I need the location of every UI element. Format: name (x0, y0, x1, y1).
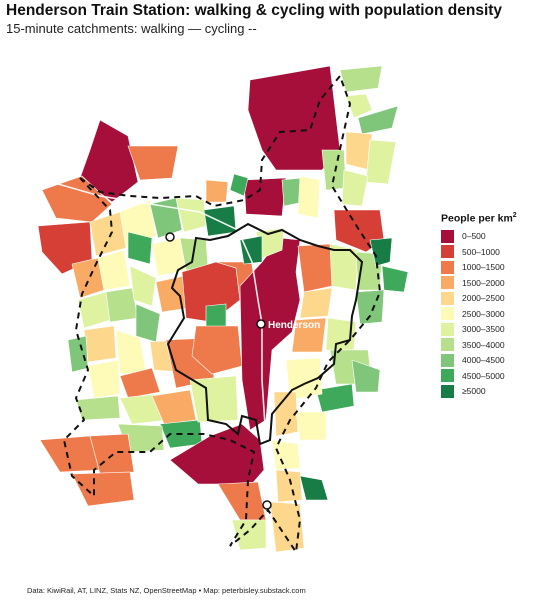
legend-rows: 0–500 500–1000 1000–1500 1500–2000 2000–2500… (441, 229, 531, 400)
legend-swatch (441, 353, 454, 367)
area-unit (41, 175, 113, 223)
legend-item: 2000–2500 (441, 291, 531, 307)
area-unit (87, 359, 121, 399)
area-unit (275, 469, 303, 503)
railway-line (29, 175, 271, 561)
area-unit (75, 395, 121, 421)
area-unit (345, 93, 373, 119)
area-unit (365, 139, 397, 185)
map-subtitle: 15-minute catchments: walking — cycling … (6, 21, 257, 36)
station-marker (165, 232, 175, 242)
legend: People per km2 0–500 500–1000 1000–1500 150… (441, 212, 531, 399)
area-unit (191, 325, 243, 375)
legend-swatch (441, 260, 454, 274)
area-unit (369, 237, 393, 267)
legend-label: 0–500 (462, 231, 486, 242)
legend-label: 3500–4000 (462, 339, 505, 350)
area-unit (129, 265, 157, 307)
map-title: Henderson Train Station: walking & cycli… (6, 2, 503, 19)
area-unit (79, 119, 139, 203)
legend-item: 3500–4000 (441, 337, 531, 353)
legend-title: People per km2 (441, 212, 517, 225)
area-unit (127, 231, 153, 265)
area-unit (229, 173, 249, 197)
area-unit (351, 359, 381, 393)
area-unit (83, 325, 117, 363)
legend-item: 3000–3500 (441, 322, 531, 338)
area-unit (297, 243, 333, 293)
area-unit (321, 149, 347, 191)
area-unit (247, 65, 341, 171)
legend-label: 2500–3000 (462, 308, 505, 319)
area-unit (135, 303, 161, 343)
area-unit (355, 289, 385, 325)
area-unit (299, 287, 333, 319)
area-unit (269, 501, 305, 553)
legend-swatch (441, 322, 454, 336)
legend-item: 0–500 (441, 229, 531, 245)
legend-item: 1000–1500 (441, 260, 531, 276)
area-unit (339, 65, 383, 93)
area-unit (97, 249, 131, 291)
legend-item: 4000–4500 (441, 353, 531, 369)
legend-label: 2000–2500 (462, 293, 505, 304)
area-unit (217, 481, 267, 521)
legend-swatch (441, 338, 454, 352)
area-unit (329, 243, 359, 291)
legend-label: 4000–4500 (462, 355, 505, 366)
legend-item: 500–1000 (441, 244, 531, 260)
walking-catchment (166, 222, 364, 446)
area-unit (71, 471, 135, 507)
area-unit (243, 177, 287, 217)
area-unit (67, 335, 89, 373)
area-unit (297, 175, 321, 219)
area-unit (205, 179, 229, 203)
legend-swatch (441, 291, 454, 305)
legend-label: 1500–2000 (462, 277, 505, 288)
legend-label: 3000–3500 (462, 324, 505, 335)
station-label-henderson: Henderson (268, 320, 320, 331)
legend-item: 1500–2000 (441, 275, 531, 291)
area-unit (291, 317, 327, 353)
area-unit (77, 291, 111, 329)
station-marker-henderson (256, 319, 266, 329)
area-unit (175, 197, 207, 233)
legend-swatch (441, 369, 454, 383)
legend-swatch (441, 245, 454, 259)
area-unit (271, 439, 301, 471)
legend-label: ≥5000 (462, 386, 486, 397)
area-unit (239, 235, 263, 265)
legend-item: 2500–3000 (441, 306, 531, 322)
area-unit (299, 475, 329, 501)
area-unit (151, 389, 197, 425)
station-marker (262, 500, 272, 510)
legend-item: 4500–5000 (441, 368, 531, 384)
legend-label: 500–1000 (462, 246, 500, 257)
legend-item: ≥5000 (441, 384, 531, 400)
legend-swatch (441, 307, 454, 321)
area-unit (357, 105, 399, 135)
legend-swatch (441, 229, 454, 243)
area-unit (119, 367, 161, 399)
area-unit (169, 423, 265, 487)
map-caption: Data: KiwiRail, AT, LINZ, Stats NZ, Open… (27, 586, 306, 595)
area-unit (189, 375, 239, 423)
area-unit (295, 411, 327, 441)
area-unit (127, 145, 179, 181)
legend-swatch (441, 276, 454, 290)
area-unit (315, 383, 355, 413)
legend-label: 1000–1500 (462, 262, 505, 273)
legend-label: 4500–5000 (462, 370, 505, 381)
area-unit (341, 169, 369, 207)
area-unit (381, 265, 409, 293)
legend-swatch (441, 384, 454, 398)
